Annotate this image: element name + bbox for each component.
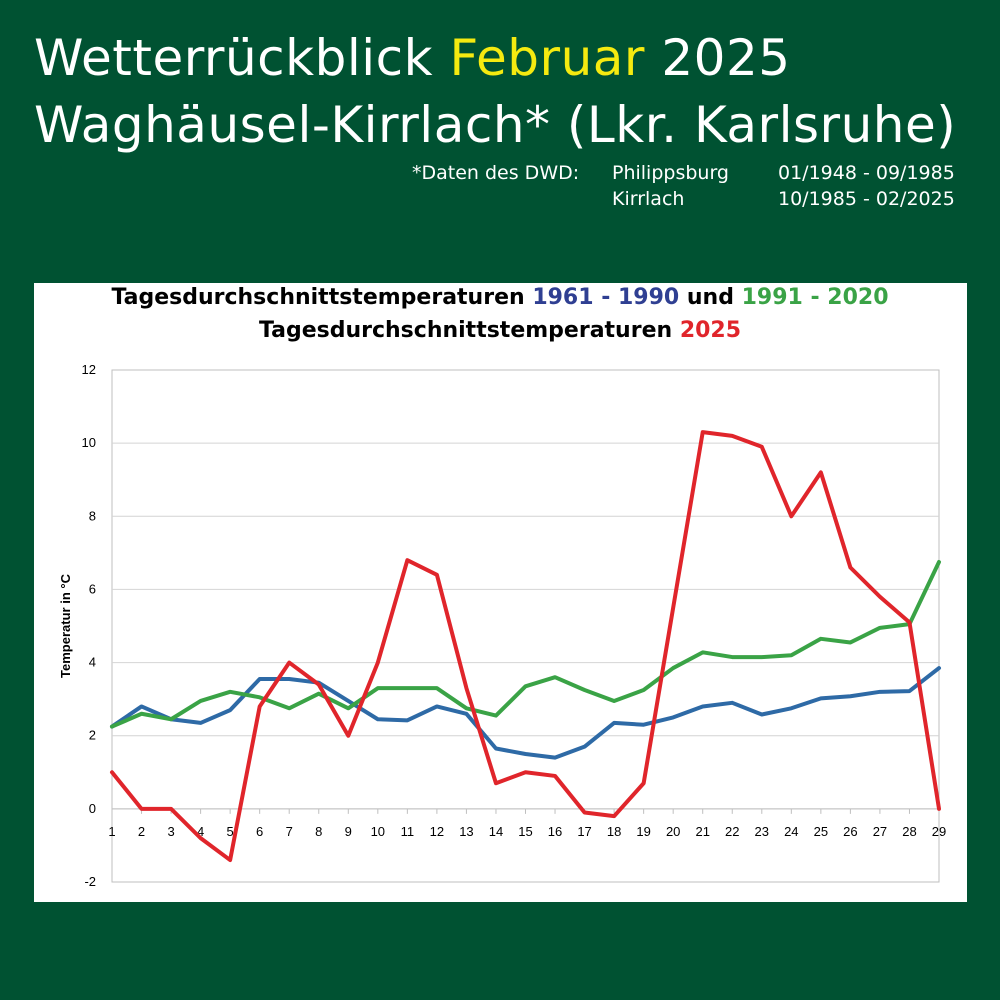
x-tick-label: 20 [666, 824, 680, 839]
chart-title-prefix-2: Tagesdurchschnittstemperaturen [259, 318, 680, 343]
x-tick-label: 10 [371, 824, 385, 839]
x-tick-label: 8 [315, 824, 322, 839]
y-tick-label: 4 [89, 655, 96, 670]
x-tick-label: 1 [108, 824, 115, 839]
y-tick-label: -2 [84, 874, 96, 889]
y-tick-label: 6 [89, 581, 96, 596]
temperature-chart: Tagesdurchschnittstemperaturen 1961 - 19… [58, 285, 947, 889]
source-period-2: 10/1985 - 02/2025 [778, 188, 955, 210]
x-tick-label: 28 [902, 824, 916, 839]
chart-title-line2: Tagesdurchschnittstemperaturen 2025 [259, 318, 741, 343]
chart-title-range-1961: 1961 - 1990 [532, 285, 679, 310]
y-tick-label: 10 [82, 435, 96, 450]
chart-title-year-2025: 2025 [680, 318, 741, 343]
source-station-1: Philippsburg [612, 162, 729, 184]
x-tick-label: 29 [932, 824, 946, 839]
chart-title-prefix-1: Tagesdurchschnittstemperaturen [111, 285, 532, 310]
x-tick-label: 22 [725, 824, 739, 839]
x-tick-label: 4 [197, 824, 204, 839]
title-part1: Wetterrückblick [34, 29, 434, 87]
series-line-s1991 [110, 560, 941, 729]
chart-title-range-1991: 1991 - 2020 [742, 285, 889, 310]
x-tick-label: 7 [286, 824, 293, 839]
x-tick-label: 27 [873, 824, 887, 839]
source-period-1: 01/1948 - 09/1985 [778, 162, 955, 184]
x-tick-label: 2 [138, 824, 145, 839]
x-tick-label: 17 [577, 824, 591, 839]
chart-panel: Tagesdurchschnittstemperaturen 1961 - 19… [34, 283, 967, 902]
y-tick-label: 12 [82, 362, 96, 377]
x-tick-label: 16 [548, 824, 562, 839]
x-tick-label: 5 [227, 824, 234, 839]
x-tick-label: 6 [256, 824, 263, 839]
x-tick-label: 25 [814, 824, 828, 839]
source-station-2: Kirrlach [612, 188, 685, 210]
y-tick-label: 2 [89, 728, 96, 743]
title-year: 2025 [661, 29, 791, 87]
x-tick-label: 24 [784, 824, 798, 839]
x-tick-label: 15 [518, 824, 532, 839]
y-tick-label: 0 [89, 801, 96, 816]
x-tick-label: 19 [636, 824, 650, 839]
x-tick-label: 3 [167, 824, 174, 839]
y-axis-label: Temperatur in °C [58, 573, 73, 678]
main-title: Wetterrückblick Februar 2025 [34, 28, 791, 88]
x-tick-label: 9 [345, 824, 352, 839]
x-tick-label: 14 [489, 824, 503, 839]
x-tick-label: 26 [843, 824, 857, 839]
series-line-s1961 [110, 666, 941, 760]
x-tick-label: 23 [755, 824, 769, 839]
x-tick-label: 12 [430, 824, 444, 839]
x-tick-label: 21 [695, 824, 709, 839]
series-line-s2025 [110, 430, 941, 863]
x-tick-label: 13 [459, 824, 473, 839]
y-tick-label: 8 [89, 508, 96, 523]
x-tick-label: 18 [607, 824, 621, 839]
title-month: Februar [449, 29, 645, 87]
chart-title-middle: und [679, 285, 741, 310]
plot-frame [111, 369, 940, 883]
x-tick-label: 11 [401, 824, 415, 839]
source-label: *Daten des DWD: [412, 162, 580, 184]
location-title: Waghäusel-Kirrlach* (Lkr. Karlsruhe) [34, 96, 957, 154]
chart-title-line1: Tagesdurchschnittstemperaturen 1961 - 19… [111, 285, 888, 310]
